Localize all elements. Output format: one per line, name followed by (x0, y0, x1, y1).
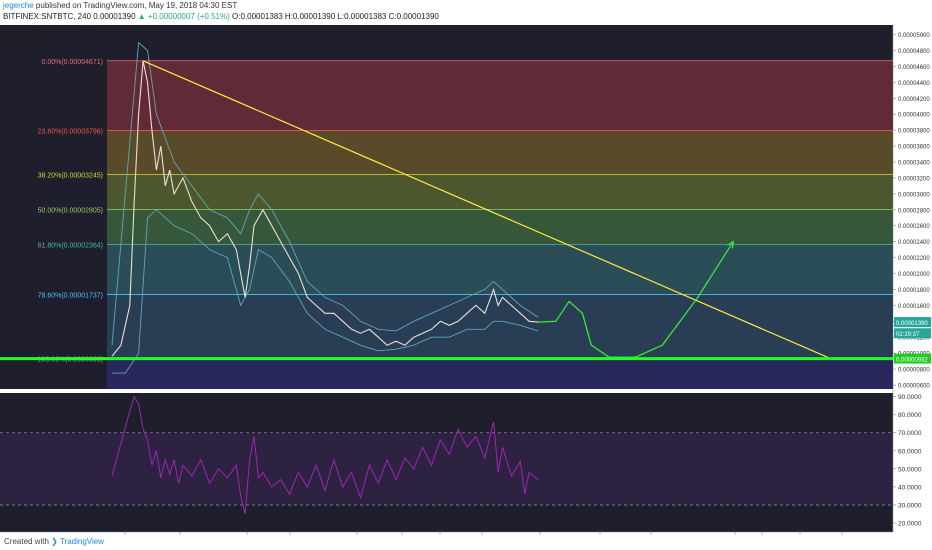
price-change: +0.00000007 (+0.51%) (147, 12, 230, 21)
author-link[interactable]: jegerche (3, 1, 34, 10)
price-tick-label: 0.00003200 (898, 176, 930, 182)
price-tick-label: 0.00005000 (898, 33, 930, 39)
price-scale-bg (893, 25, 932, 532)
price-tick-label: 0.00002000 (898, 272, 930, 278)
forecast-path[interactable] (537, 241, 734, 358)
fib-band (107, 60, 893, 131)
rsi-indicator-label[interactable]: RSI (14, close) (4, 399, 57, 408)
bb-upper-band (111, 41, 539, 346)
rsi-tick-label: 20.0000 (898, 520, 922, 527)
price-tick-label: 0.00002400 (898, 240, 930, 246)
last-price: 0.00001390 (93, 12, 136, 21)
price-tick-label: 0.00000600 (898, 384, 930, 390)
bb-lower-band (112, 209, 539, 374)
price-tick-label: 0.00003400 (898, 160, 930, 166)
price-badge (894, 353, 931, 364)
tradingview-logo-icon: ❯ (51, 537, 58, 546)
rsi-pane[interactable] (0, 393, 893, 532)
fib-band (107, 130, 893, 175)
price-tick-label: 0.00004800 (898, 49, 930, 55)
rsi-tick-label: 30.0000 (898, 502, 922, 509)
rsi-band-fill (0, 432, 893, 505)
symbol-header: BITFINEX:SNTBTC, 240 0.00001390 ▲ +0.000… (3, 12, 439, 21)
price-badge (894, 328, 931, 339)
price-series[interactable] (111, 60, 539, 357)
price-tick-label: 0.00000800 (898, 368, 930, 374)
rsi-tick-label: 70.0000 (898, 430, 922, 437)
rsi-tick-label: 60.0000 (898, 448, 922, 455)
price-tick-label: 0.00004000 (898, 113, 930, 119)
created-with-label: Created with (4, 537, 49, 546)
rsi-tick-label: 90.0000 (898, 394, 922, 401)
forecast-arrowhead (726, 240, 735, 249)
price-badge-label: 02:29:37 (896, 332, 920, 338)
price-tick-label: 0.00002200 (898, 256, 930, 262)
price-tick-label: 0.00001800 (898, 288, 930, 294)
fib-band (107, 244, 893, 295)
ohlc-values: O:0.00001383 H:0.00001390 L:0.00001383 C… (232, 12, 439, 21)
price-tick-label: 0.00001200 (898, 336, 930, 342)
price-badge-label: 0.00001390 (896, 321, 928, 327)
rsi-tick-label: 40.0000 (898, 484, 922, 491)
price-tick-label: 0.00002600 (898, 224, 930, 230)
bb-indicator-label[interactable]: BB (20, close, 2) (4, 39, 63, 48)
price-badge-label: 0.00000932 (896, 358, 928, 364)
fib-level-label: 23.60%(0.00003796) (38, 128, 103, 135)
price-tick-label: 0.00004400 (898, 81, 930, 87)
tradingview-brand[interactable]: TradingView (59, 537, 104, 546)
price-badge (894, 317, 931, 328)
up-arrow-icon: ▲ (137, 12, 146, 21)
fib-level-label: 0.00%(0.00004671) (42, 59, 104, 66)
fib-level-label: 100.00%(0.0000093) (38, 357, 103, 364)
rsi-tick-label: 50.0000 (898, 466, 922, 473)
fib-band (107, 209, 893, 245)
price-pane-title: Status / Bitcoin, 240, BITFINEX (4, 28, 116, 37)
fib-band (107, 358, 893, 389)
price-tick-label: 0.00001600 (898, 304, 930, 310)
price-tick-label: 0.00004200 (898, 97, 930, 103)
price-tick-label: 0.00003600 (898, 145, 930, 151)
price-tick-label: 0.00003000 (898, 192, 930, 198)
publish-header: jegerche published on TradingView.com, M… (3, 1, 237, 10)
footer: Created with ❯ TradingView (4, 537, 104, 546)
publish-info: published on TradingView.com, May 19, 20… (35, 1, 238, 10)
symbol-label: BITFINEX:SNTBTC, 240 (3, 12, 92, 21)
trendline[interactable] (142, 60, 832, 360)
price-tick-label: 0.00002800 (898, 208, 930, 214)
price-tick-label: 0.00004600 (898, 65, 930, 71)
fib-band (107, 294, 893, 359)
fib-level-label: 38.20%(0.00003245) (38, 172, 103, 179)
fib-level-label: 78.60%(0.00001737) (38, 292, 103, 299)
chart-canvas[interactable]: 0.00%(0.00004671) 23.60%(0.00003796) 38.20… (0, 23, 932, 537)
rsi-series[interactable] (111, 395, 539, 515)
fib-level-label: 61.80%(0.00002364) (38, 243, 103, 250)
rsi-tick-label: 80.0000 (898, 412, 922, 419)
price-tick-label: 0.00003800 (898, 129, 930, 135)
fib-band (107, 174, 893, 210)
fib-level-label: 50.00%(0.00002805) (38, 207, 103, 214)
